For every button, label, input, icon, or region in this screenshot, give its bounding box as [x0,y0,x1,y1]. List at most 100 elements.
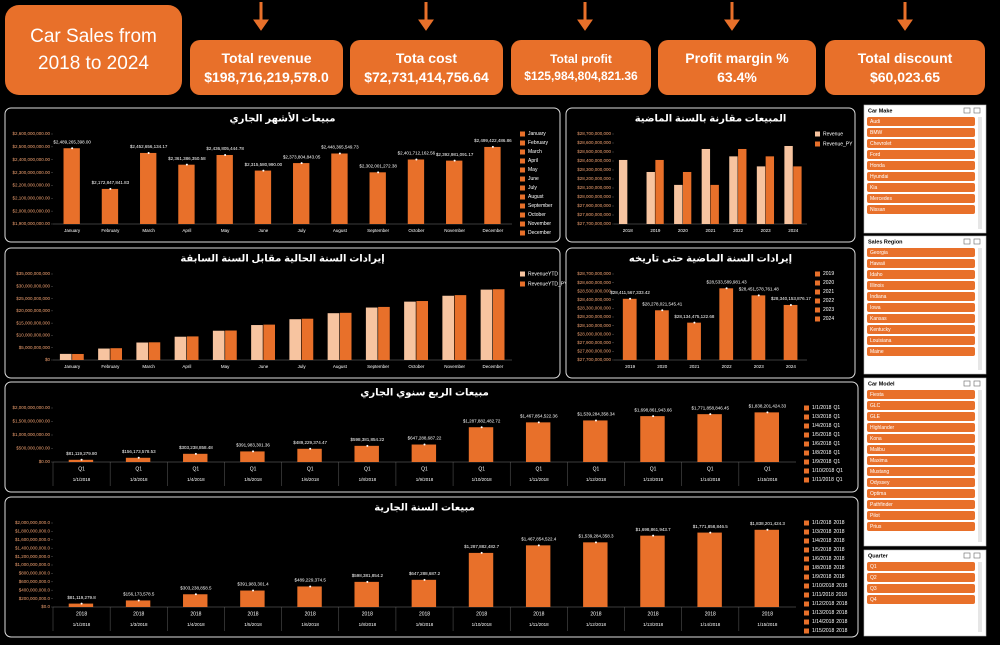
slicer-item[interactable] [867,336,975,345]
slicer-item[interactable] [867,445,975,454]
slicer-item-label[interactable]: Illinois [870,283,884,289]
slicer-item-label[interactable]: Honda [870,163,885,169]
slicer-item[interactable] [867,595,975,604]
slicer-item-label[interactable]: Audi [870,119,880,125]
slicer-clear-icon[interactable] [973,380,981,387]
slicer-item[interactable] [867,248,975,257]
slicer-item[interactable] [867,303,975,312]
slicer-item[interactable] [867,511,975,520]
value-label: $28,134,475,122.68 [674,314,715,319]
slicer-item-label[interactable]: Q2 [870,575,877,581]
slicer-filter-icon[interactable] [963,380,971,387]
slicer-item-label[interactable]: Hawaii [870,261,885,267]
bar [754,529,779,607]
slicer-item-label[interactable]: Fiesta [870,392,884,398]
slicer-scrollbar[interactable] [978,248,982,370]
slicer-clear-icon[interactable] [973,552,981,559]
slicer-filter-icon[interactable] [963,107,971,114]
legend-label: 1/8/2018 2018 [812,565,845,571]
slicer-item[interactable] [867,434,975,443]
slicer-item[interactable] [867,259,975,268]
slicer-item-label[interactable]: Highlander [870,425,895,431]
slicer-item-label[interactable]: Louisiana [870,338,892,344]
slicer-item-label[interactable]: Malibu [870,447,885,453]
slicer-scrollbar[interactable] [978,390,982,542]
slicer-clear-icon[interactable] [973,107,981,114]
slicer-item[interactable] [867,128,975,137]
slicer-item[interactable] [867,314,975,323]
slicer-item-label[interactable]: Kona [870,436,882,442]
slicer-item[interactable] [867,183,975,192]
value-label: $1,838,201,424.3 [750,521,786,526]
slicer-item[interactable] [867,401,975,410]
slicer-filter-icon[interactable] [963,238,971,245]
slicer-item-label[interactable]: Pathfinder [870,502,893,508]
x-group-label: 2018 [590,611,601,617]
slicer-item-label[interactable]: Ford [870,152,881,158]
slicer-item-label[interactable]: Q3 [870,586,877,592]
slicer-item[interactable] [867,325,975,334]
y-tick-label: $28,100,000,000 [577,323,611,328]
slicer-filter-icon[interactable] [963,552,971,559]
slicer-item[interactable] [867,347,975,356]
y-tick-label: $2,100,000,000.00 [12,195,50,200]
slicer-item[interactable] [867,390,975,399]
slicer-item-label[interactable]: Georgia [870,250,888,256]
slicer-item[interactable] [867,489,975,498]
slicer-scrollbar[interactable] [978,117,982,229]
slicer-item[interactable] [867,423,975,432]
slicer-item-label[interactable]: Maine [870,349,884,355]
slicer-item[interactable] [867,456,975,465]
slicer-item[interactable] [867,172,975,181]
slicer-item[interactable] [867,150,975,159]
slicer-item-label[interactable]: Maxima [870,458,888,464]
bar [525,545,551,607]
slicer-item-label[interactable]: Prius [870,524,882,530]
slicer-item-label[interactable]: Kia [870,185,877,191]
slicer-item[interactable] [867,270,975,279]
slicer-item-label[interactable]: GLE [870,414,881,420]
slicer-item-label[interactable]: GLC [870,403,881,409]
slicer-item-label[interactable]: Mustang [870,469,889,475]
slicer-item[interactable] [867,139,975,148]
slicer-item[interactable] [867,562,975,571]
slicer-item[interactable] [867,500,975,509]
slicer-item-label[interactable]: Kentucky [870,327,891,333]
slicer-item-label[interactable]: Q4 [870,597,877,603]
slicer-item-label[interactable]: Idaho [870,272,883,278]
slicer-item-label[interactable]: Mercedes [870,196,892,202]
slicer-item[interactable] [867,194,975,203]
slicer-item-label[interactable]: BMW [870,130,883,136]
slicer-item-label[interactable]: Nissan [870,207,886,213]
bar [378,306,390,360]
legend-label: 1/4/2018 2018 [812,538,845,544]
slicer-item[interactable] [867,478,975,487]
slicer-item[interactable] [867,412,975,421]
slicer-item-label[interactable]: Q1 [870,564,877,570]
slicer-item-label[interactable]: Kansas [870,316,887,322]
slicer-item-label[interactable]: Optima [870,491,886,497]
x-tick-label: 2024 [788,228,799,233]
legend-category: 2024 [823,316,834,322]
slicer-item[interactable] [867,584,975,593]
slicer-scrollbar[interactable] [978,562,982,632]
slicer-item[interactable] [867,161,975,170]
slicer-item-label[interactable]: Pilot [870,513,880,519]
slicer-item-label[interactable]: Indiana [870,294,887,300]
dashboard-title: Car Sales from 2018 to 2024 [5,5,182,95]
slicer-item[interactable] [867,292,975,301]
label-dot [652,534,655,537]
slicer-item[interactable] [867,573,975,582]
bar [646,171,655,224]
slicer-item-label[interactable]: Hyundai [870,174,888,180]
slicer-clear-icon[interactable] [973,238,981,245]
slicer-item[interactable] [867,522,975,531]
slicer-item[interactable] [867,205,975,214]
slicer-item[interactable] [867,281,975,290]
slicer-item[interactable] [867,117,975,126]
slicer-item-label[interactable]: Chevrolet [870,141,892,147]
slicer-item-label[interactable]: Odyssey [870,480,890,486]
legend-label: April [528,158,538,164]
slicer-item-label[interactable]: Iowa [870,305,881,311]
slicer-item[interactable] [867,467,975,476]
